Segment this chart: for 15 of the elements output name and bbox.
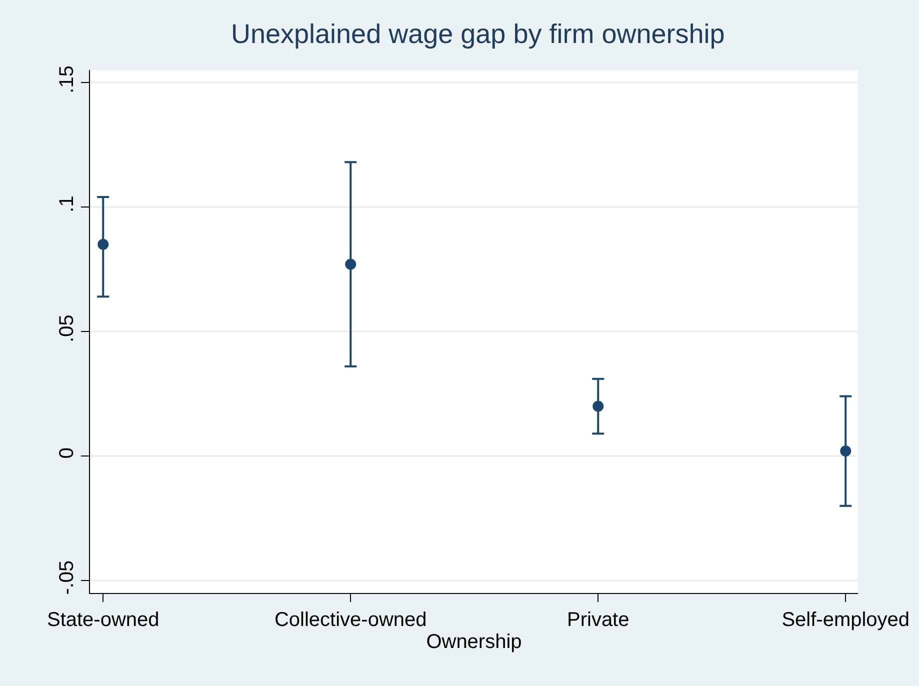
- x-axis-title: Ownership: [426, 631, 522, 653]
- y-tick-label: 0: [56, 447, 78, 459]
- y-tick-label: .05: [56, 314, 78, 342]
- point: [345, 258, 356, 270]
- chart-title: Unexplained wage gap by firm ownership: [230, 18, 725, 49]
- x-tick-label: Collective-owned: [274, 609, 427, 631]
- x-tick-label: State-owned: [46, 609, 160, 631]
- y-tick-label: -.05: [56, 560, 78, 595]
- x-tick-label: Self-employed: [782, 609, 910, 631]
- point: [98, 238, 109, 250]
- y-tick-label: .1: [56, 196, 78, 212]
- x-tick-label: Private: [566, 609, 630, 631]
- point: [840, 446, 852, 457]
- point: [592, 400, 604, 412]
- y-tick-label: .15: [56, 66, 78, 94]
